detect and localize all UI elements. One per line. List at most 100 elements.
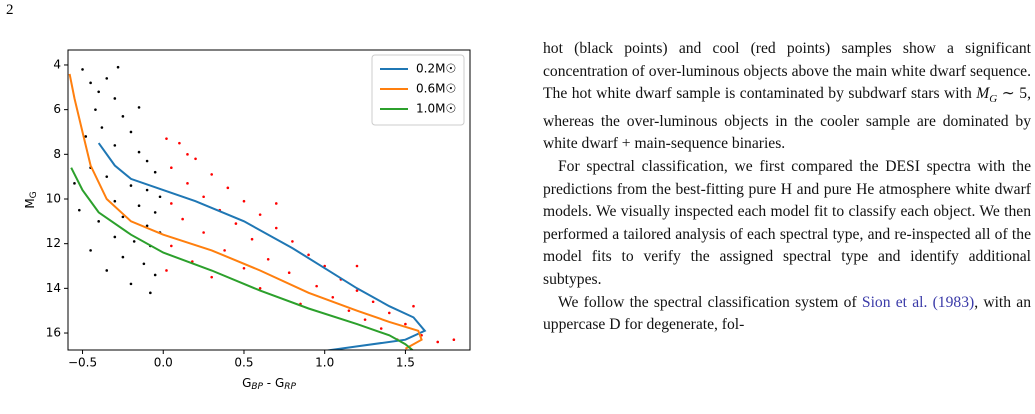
scatter-point <box>404 322 407 326</box>
scatter-point <box>258 213 262 216</box>
scatter-point <box>412 304 415 308</box>
y-tick-label: 14 <box>46 281 61 295</box>
scatter-point <box>436 340 440 344</box>
paragraph: For spectral classification, we first co… <box>543 158 1031 289</box>
scatter-point <box>145 224 149 228</box>
scatter-point <box>94 108 97 111</box>
scatter-point <box>137 204 141 207</box>
scatter-point <box>266 258 270 261</box>
scatter-point <box>129 184 133 187</box>
scatter-point <box>186 182 189 185</box>
scatter-point <box>452 338 456 342</box>
x-tick-label: 1.0 <box>315 356 334 370</box>
scatter-point <box>100 126 104 129</box>
cooling-track <box>70 167 414 350</box>
y-tick-label: 10 <box>46 191 61 205</box>
legend-label: 0.6M☉ <box>416 82 456 96</box>
paragraph: hot (black points) and cool (red points)… <box>543 40 1031 153</box>
scatter-point <box>145 188 149 192</box>
scatter-point <box>113 235 117 239</box>
scatter-point <box>129 282 133 286</box>
scatter-point <box>226 186 230 190</box>
scatter-point <box>250 237 254 241</box>
scatter-point <box>145 159 149 163</box>
scatter-point <box>121 215 125 219</box>
scatter-point <box>121 115 125 118</box>
scatter-point <box>194 157 197 161</box>
scatter-point <box>315 284 318 288</box>
scatter-point <box>242 199 246 203</box>
scatter-point <box>137 150 141 154</box>
scatter-point <box>153 211 157 214</box>
scatter-point <box>210 275 213 279</box>
cooling-track <box>97 142 427 350</box>
chart: GBP - GRP MG −0.5 0.0 0.5 1.0 1.5 4 6 8 10 12 14 16… <box>23 49 471 392</box>
scatter-point <box>105 175 109 178</box>
scatter-point <box>202 195 205 199</box>
scatter-point <box>371 300 375 304</box>
scatter-point <box>258 287 262 290</box>
scatter-point <box>355 289 359 292</box>
scatter-point <box>363 318 367 321</box>
x-tick-label: −0.5 <box>68 356 97 370</box>
text-column: hot (black points) and cool (red points)… <box>543 38 1031 414</box>
scatter-point <box>158 195 162 199</box>
scatter-point <box>223 249 226 252</box>
scatter-point <box>113 144 117 147</box>
scatter-point <box>234 222 238 225</box>
scatter-point <box>149 291 152 295</box>
y-tick-label: 16 <box>46 326 61 340</box>
scatter-point <box>178 141 181 145</box>
scatter-point <box>78 208 81 212</box>
scatter-point <box>73 182 76 185</box>
scatter-point <box>97 220 100 223</box>
cooling-track <box>68 73 423 350</box>
x-tick-label: 0.5 <box>234 356 253 370</box>
x-tick-label: 1.5 <box>396 356 415 370</box>
scatter-point <box>274 226 278 230</box>
scatter-point <box>170 244 173 248</box>
scatter-point <box>347 309 351 312</box>
scatter-point <box>181 217 184 221</box>
scatter-point <box>89 249 92 252</box>
scatter-point <box>97 90 100 94</box>
scatter-point <box>355 264 359 268</box>
scatter-point <box>387 311 391 315</box>
scatter-point <box>84 135 88 138</box>
y-tick-label: 8 <box>53 147 61 161</box>
x-tick-label: 0.0 <box>154 356 173 370</box>
scatter-point <box>379 327 383 330</box>
scatter-point <box>105 77 109 80</box>
scatter-point <box>113 199 117 203</box>
scatter-point <box>121 255 125 259</box>
scatter-point <box>153 273 157 277</box>
y-tick-label: 4 <box>53 57 61 71</box>
scatter-point <box>132 240 136 243</box>
scatter-point <box>307 253 310 257</box>
page-number: 2 <box>6 2 14 18</box>
legend-label: 0.2M☉ <box>416 62 456 76</box>
scatter-point <box>113 97 117 100</box>
axes-frame <box>67 49 471 351</box>
y-tick-label: 12 <box>46 236 61 250</box>
scatter-point <box>287 271 291 275</box>
citation-link[interactable]: Sion et al. (1983) <box>861 293 975 311</box>
plot-area <box>68 65 456 350</box>
scatter-point <box>89 81 92 85</box>
scatter-point <box>210 173 213 176</box>
scatter-point <box>170 166 173 170</box>
scatter-point <box>242 266 246 270</box>
x-axis-label: GBP - GRP <box>242 376 296 392</box>
scatter-point <box>137 106 141 109</box>
scatter-point <box>142 262 146 266</box>
scatter-point <box>129 130 133 134</box>
y-axis-label: MG <box>23 191 39 208</box>
scatter-point <box>105 269 109 272</box>
scatter-point <box>165 137 168 140</box>
paragraph: We follow the spectral classification sy… <box>543 293 1031 334</box>
scatter-point <box>331 295 335 299</box>
legend-label: 1.0M☉ <box>416 102 456 116</box>
scatter-point <box>153 170 157 174</box>
scatter-point <box>170 202 173 205</box>
